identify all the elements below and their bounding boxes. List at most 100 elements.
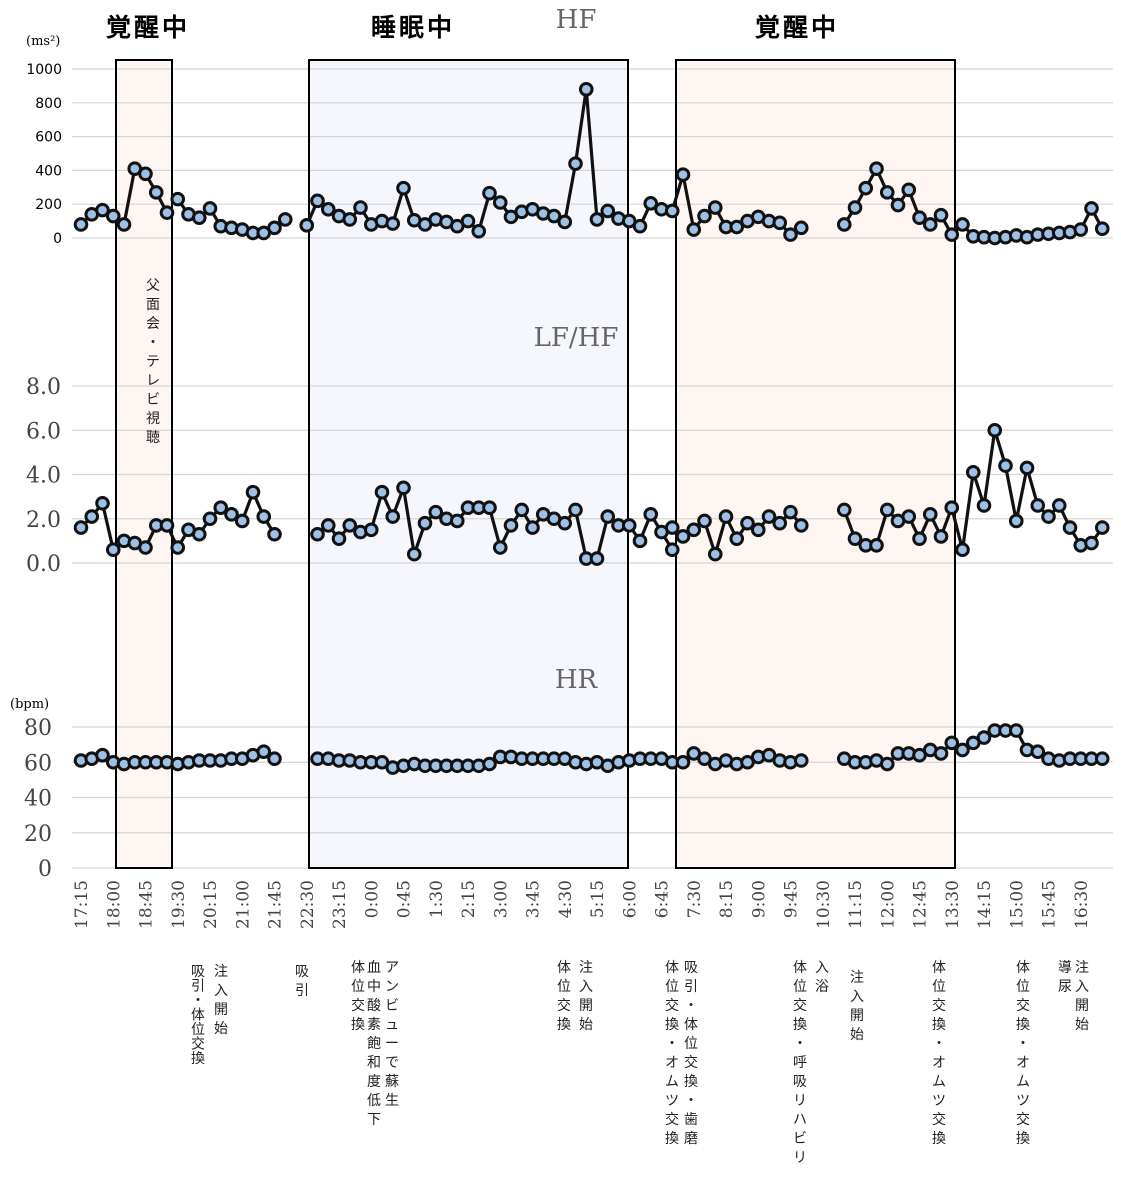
lfhf-data-point (944, 500, 960, 515)
annotation-diaper-change-afternoon-char: 交 (1016, 997, 1030, 1014)
hr-data-point (955, 742, 970, 758)
hr-data-point (482, 756, 497, 772)
annotation-visit-char: 聴 (146, 430, 160, 446)
hf-data-point (664, 203, 680, 219)
hr-data-point (944, 735, 960, 751)
annotation-diaper-change-afternoon-char: ・ (1016, 1036, 1030, 1052)
hf-data-point (191, 210, 207, 226)
lfhf-data-point (557, 515, 573, 531)
annotation-suction-brushing-char: 換 (684, 1074, 698, 1090)
lfhf-data-point (310, 526, 325, 542)
annotation-suction-position-char: 吸 (191, 964, 205, 980)
annotation-diaper-change-afternoon-char: オ (1016, 1055, 1030, 1071)
x-tick-label: 3:00 (491, 880, 511, 918)
annotation-catheterization-char: 尿 (1058, 979, 1072, 995)
x-tick-label: 0:45 (395, 880, 415, 918)
annotation-diaper-change-noon-char: 体 (932, 960, 946, 976)
lfhf-data-point (643, 507, 659, 522)
annotation-feeding-start-noon-char: 注 (850, 970, 864, 986)
x-tick-label: 2:15 (459, 880, 479, 918)
annotation-visit-char: ビ (146, 392, 160, 408)
annotation-diaper-change-morning-char: 位 (665, 979, 679, 995)
annotation-feeding-start-noon-char: 入 (850, 989, 864, 1005)
annotation-breathing-rehab-char: 換 (793, 1017, 807, 1033)
hf-data-point (578, 81, 594, 97)
hf-y-tick-label: 200 (35, 197, 62, 213)
state-period-frames (115, 59, 956, 869)
lfhf-data-point (783, 504, 798, 520)
hr-data-point (1008, 723, 1024, 738)
annotation-feeding-start-char: 入 (214, 983, 228, 999)
lfhf-panel-title: LF/HF (534, 323, 619, 353)
annotation-suction-position-char: 位 (191, 1022, 205, 1038)
hf-data-point (277, 212, 293, 227)
annotation-diaper-change-morning-char: ム (665, 1074, 679, 1090)
hf-data-point (267, 220, 282, 236)
hf-data-point (632, 218, 648, 234)
sleep-period (309, 60, 628, 868)
annotation-suction-position-char: 交 (191, 1036, 205, 1053)
hf-data-point (707, 200, 723, 215)
hf-data-point (557, 214, 573, 230)
annotation-position-change-night-char: 交 (351, 997, 365, 1014)
annotation-spo2-drop-char: 中 (367, 979, 381, 995)
annotation-breathing-rehab-char: 呼 (793, 1055, 807, 1071)
lfhf-data-point (202, 511, 218, 527)
annotation-position-change-morning-char: 換 (557, 1017, 571, 1033)
lfhf-data-point (73, 520, 89, 535)
lfhf-y-tick-label: 0.0 (26, 552, 61, 577)
annotation-diaper-change-morning-char: 交 (665, 997, 679, 1014)
lfhf-data-point (1094, 520, 1110, 535)
annotation-diaper-change-noon-char: 換 (932, 1017, 946, 1033)
annotation-feeding-start-char: 注 (214, 964, 228, 980)
hf-y-tick-label: 400 (35, 163, 62, 179)
x-tick-label: 23:15 (330, 880, 350, 929)
annotation-spo2-drop-char: 低 (367, 1093, 381, 1109)
annotation-breathing-rehab-char: 体 (793, 960, 807, 976)
annotation-visit-char: ・ (146, 335, 160, 351)
annotation-suction-brushing-char: ・ (684, 1093, 698, 1109)
lfhf-data-point (525, 520, 540, 535)
annotation-spo2-drop-char: 度 (367, 1074, 381, 1090)
annotation-feeding-start-morning-char: 注 (579, 960, 593, 976)
lfhf-data-point (922, 507, 938, 522)
x-tick-label: 15:45 (1040, 880, 1060, 929)
annotation-diaper-change-noon-char: 換 (932, 1131, 946, 1147)
hf-data-point (568, 156, 583, 171)
lfhf-data-point (84, 509, 100, 524)
hf-data-point (772, 215, 788, 231)
annotation-visit-char: 会 (146, 316, 160, 332)
hr-data-point (793, 753, 809, 768)
lfhf-data-point (417, 515, 433, 531)
x-tick-label: 22:30 (298, 880, 318, 929)
annotation-diaper-change-morning-char: 体 (665, 960, 679, 976)
hf-data-point (138, 166, 153, 182)
annotation-ambu-resuscitation-char: ー (385, 1036, 399, 1052)
hf-data-point (310, 193, 325, 209)
lfhf-data-point (224, 507, 239, 522)
lfhf-data-point (1008, 513, 1024, 529)
lfhf-data-point (686, 522, 702, 538)
hf-data-point (836, 217, 852, 232)
hf-data-point (944, 227, 960, 242)
lfhf-data-point (568, 502, 583, 518)
hf-data-point (1073, 222, 1089, 237)
annotation-ambu-resuscitation-char: 生 (385, 1093, 399, 1109)
hr-y-tick-label: 0 (38, 857, 52, 882)
series-lines (73, 81, 1110, 775)
hf-data-point (1094, 221, 1110, 237)
x-tick-label: 19:30 (169, 880, 189, 929)
state-period-backgrounds (116, 60, 955, 868)
annotation-diaper-change-afternoon-char: ツ (1016, 1093, 1030, 1109)
lfhf-data-point (320, 518, 336, 533)
lfhf-data-point (664, 520, 680, 535)
lfhf-data-point (385, 509, 401, 524)
hf-data-point (922, 217, 938, 232)
annotation-ambu-resuscitation-char: ン (385, 979, 399, 995)
lfhf-data-point (1062, 520, 1078, 535)
